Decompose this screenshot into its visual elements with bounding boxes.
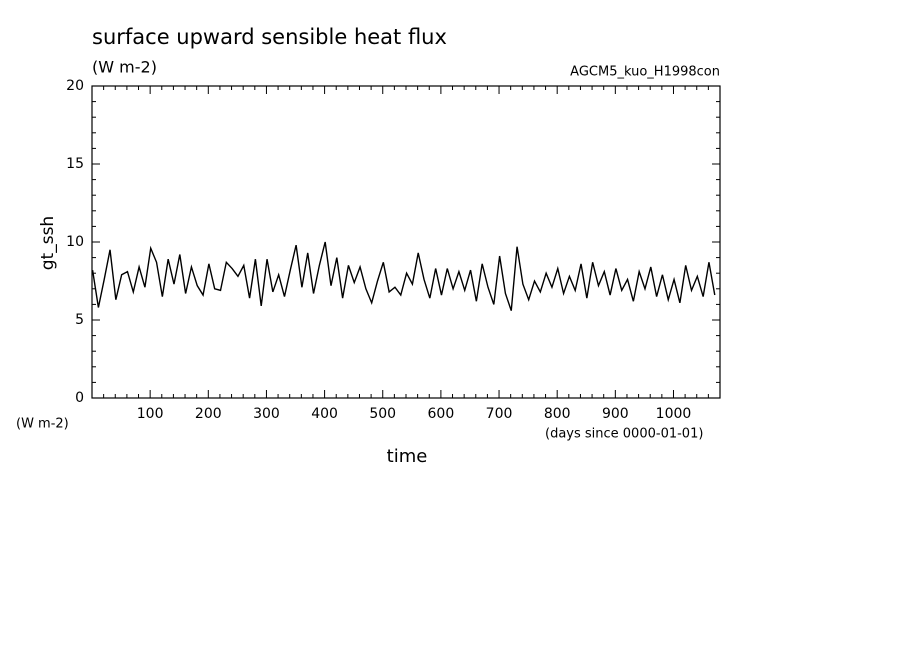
y-tick-label: 10 xyxy=(66,234,84,250)
x-tick-label: 500 xyxy=(369,406,396,422)
x-tick-label: 700 xyxy=(486,406,513,422)
x-tick-label: 300 xyxy=(253,406,280,422)
x-unit: (days since 0000-01-01) xyxy=(545,427,703,442)
x-tick-label: 600 xyxy=(428,406,455,422)
x-tick-label: 400 xyxy=(311,406,338,422)
y-tick-label: 0 xyxy=(75,390,84,406)
x-axis-label: time xyxy=(387,446,428,467)
annotation: AGCM5_kuo_H1998con xyxy=(570,65,720,80)
y-tick-label: 20 xyxy=(66,78,84,94)
y-unit: (W m-2) xyxy=(16,417,69,432)
y-tick-label: 5 xyxy=(75,312,84,328)
x-tick-label: 1000 xyxy=(656,406,692,422)
x-tick-label: 800 xyxy=(544,406,571,422)
y-axis-label: gt_ssh xyxy=(38,216,58,270)
x-tick-label: 900 xyxy=(602,406,629,422)
x-tick-label: 100 xyxy=(137,406,164,422)
chart-subtitle: (W m-2) xyxy=(92,58,157,77)
chart-title: surface upward sensible heat flux xyxy=(92,25,447,49)
x-tick-label: 200 xyxy=(195,406,222,422)
plot-frame xyxy=(91,85,721,399)
y-tick-label: 15 xyxy=(66,156,84,172)
data-line xyxy=(91,241,716,311)
